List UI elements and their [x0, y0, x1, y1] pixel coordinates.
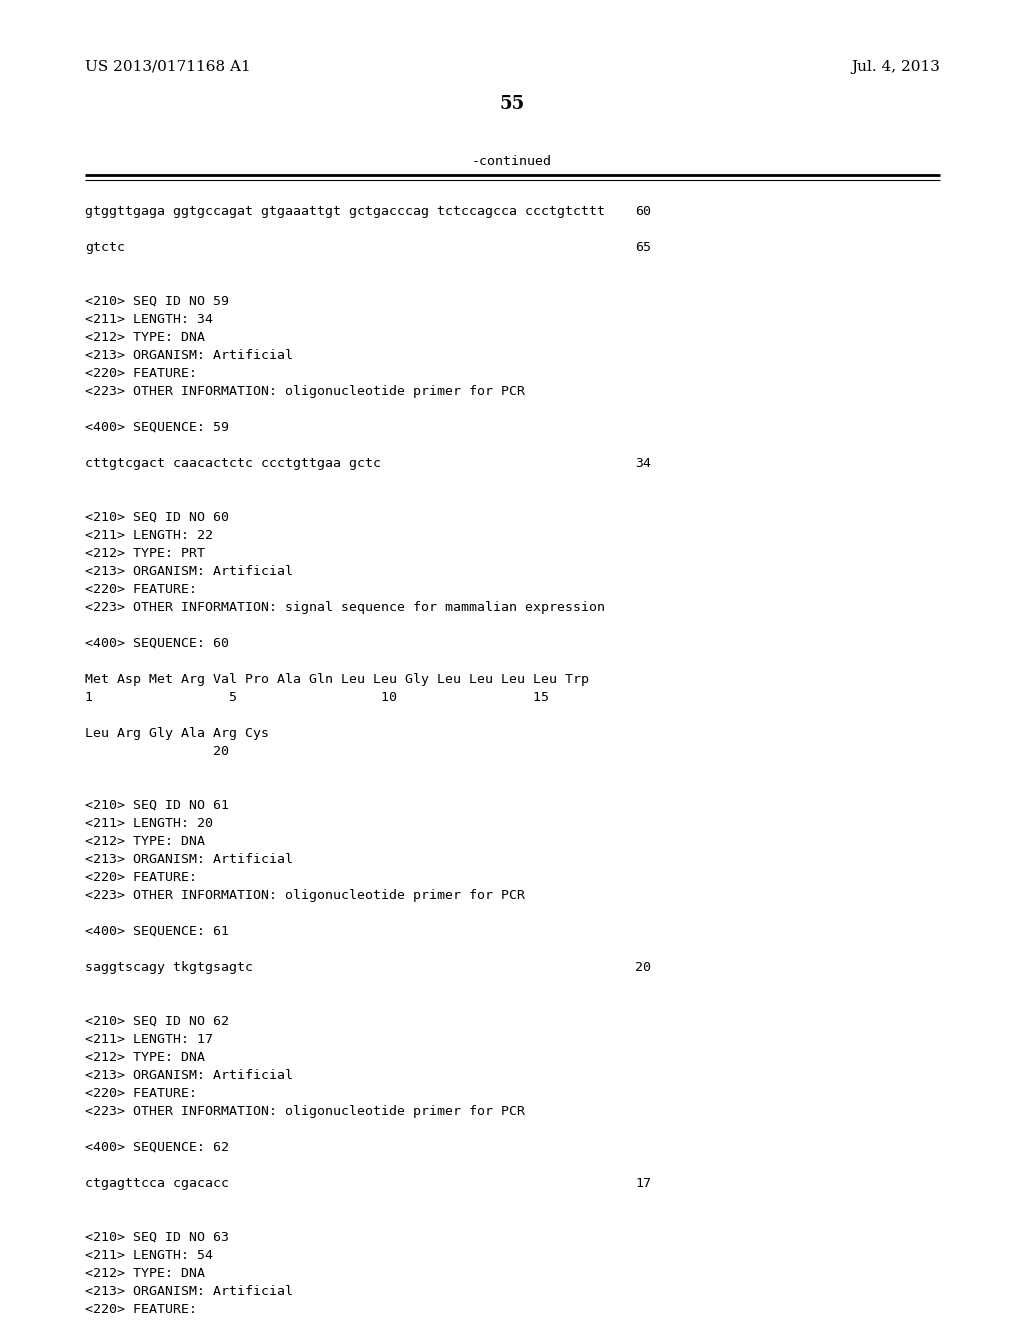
Text: gtggttgaga ggtgccagat gtgaaattgt gctgacccag tctccagcca ccctgtcttt: gtggttgaga ggtgccagat gtgaaattgt gctgacc… [85, 205, 605, 218]
Text: <220> FEATURE:: <220> FEATURE: [85, 1303, 197, 1316]
Text: <210> SEQ ID NO 59: <210> SEQ ID NO 59 [85, 294, 229, 308]
Text: 20: 20 [635, 961, 651, 974]
Text: <223> OTHER INFORMATION: oligonucleotide primer for PCR: <223> OTHER INFORMATION: oligonucleotide… [85, 385, 525, 399]
Text: <400> SEQUENCE: 61: <400> SEQUENCE: 61 [85, 925, 229, 939]
Text: <210> SEQ ID NO 61: <210> SEQ ID NO 61 [85, 799, 229, 812]
Text: <211> LENGTH: 34: <211> LENGTH: 34 [85, 313, 213, 326]
Text: <223> OTHER INFORMATION: signal sequence for mammalian expression: <223> OTHER INFORMATION: signal sequence… [85, 601, 605, 614]
Text: <400> SEQUENCE: 60: <400> SEQUENCE: 60 [85, 638, 229, 649]
Text: <212> TYPE: DNA: <212> TYPE: DNA [85, 1051, 205, 1064]
Text: <212> TYPE: DNA: <212> TYPE: DNA [85, 1267, 205, 1280]
Text: <223> OTHER INFORMATION: oligonucleotide primer for PCR: <223> OTHER INFORMATION: oligonucleotide… [85, 1105, 525, 1118]
Text: -continued: -continued [472, 154, 552, 168]
Text: <211> LENGTH: 17: <211> LENGTH: 17 [85, 1034, 213, 1045]
Text: <211> LENGTH: 22: <211> LENGTH: 22 [85, 529, 213, 543]
Text: <213> ORGANISM: Artificial: <213> ORGANISM: Artificial [85, 565, 293, 578]
Text: <220> FEATURE:: <220> FEATURE: [85, 871, 197, 884]
Text: <211> LENGTH: 20: <211> LENGTH: 20 [85, 817, 213, 830]
Text: <400> SEQUENCE: 59: <400> SEQUENCE: 59 [85, 421, 229, 434]
Text: 17: 17 [635, 1177, 651, 1191]
Text: <220> FEATURE:: <220> FEATURE: [85, 1086, 197, 1100]
Text: 20: 20 [85, 744, 229, 758]
Text: 60: 60 [635, 205, 651, 218]
Text: <400> SEQUENCE: 62: <400> SEQUENCE: 62 [85, 1140, 229, 1154]
Text: US 2013/0171168 A1: US 2013/0171168 A1 [85, 59, 251, 74]
Text: Jul. 4, 2013: Jul. 4, 2013 [851, 59, 940, 74]
Text: 34: 34 [635, 457, 651, 470]
Text: <213> ORGANISM: Artificial: <213> ORGANISM: Artificial [85, 1069, 293, 1082]
Text: Met Asp Met Arg Val Pro Ala Gln Leu Leu Gly Leu Leu Leu Leu Trp: Met Asp Met Arg Val Pro Ala Gln Leu Leu … [85, 673, 589, 686]
Text: <212> TYPE: DNA: <212> TYPE: DNA [85, 331, 205, 345]
Text: <213> ORGANISM: Artificial: <213> ORGANISM: Artificial [85, 1284, 293, 1298]
Text: <212> TYPE: DNA: <212> TYPE: DNA [85, 836, 205, 847]
Text: Leu Arg Gly Ala Arg Cys: Leu Arg Gly Ala Arg Cys [85, 727, 269, 741]
Text: <211> LENGTH: 54: <211> LENGTH: 54 [85, 1249, 213, 1262]
Text: cttgtcgact caacactctc ccctgttgaa gctc: cttgtcgact caacactctc ccctgttgaa gctc [85, 457, 381, 470]
Text: 65: 65 [635, 242, 651, 253]
Text: saggtscagy tkgtgsagtc: saggtscagy tkgtgsagtc [85, 961, 253, 974]
Text: <223> OTHER INFORMATION: oligonucleotide primer for PCR: <223> OTHER INFORMATION: oligonucleotide… [85, 888, 525, 902]
Text: 55: 55 [500, 95, 524, 114]
Text: <220> FEATURE:: <220> FEATURE: [85, 583, 197, 597]
Text: <213> ORGANISM: Artificial: <213> ORGANISM: Artificial [85, 348, 293, 362]
Text: <213> ORGANISM: Artificial: <213> ORGANISM: Artificial [85, 853, 293, 866]
Text: <220> FEATURE:: <220> FEATURE: [85, 367, 197, 380]
Text: 1                 5                  10                 15: 1 5 10 15 [85, 690, 549, 704]
Text: gtctc: gtctc [85, 242, 125, 253]
Text: <212> TYPE: PRT: <212> TYPE: PRT [85, 546, 205, 560]
Text: <210> SEQ ID NO 62: <210> SEQ ID NO 62 [85, 1015, 229, 1028]
Text: ctgagttcca cgacacc: ctgagttcca cgacacc [85, 1177, 229, 1191]
Text: <210> SEQ ID NO 63: <210> SEQ ID NO 63 [85, 1232, 229, 1243]
Text: <210> SEQ ID NO 60: <210> SEQ ID NO 60 [85, 511, 229, 524]
